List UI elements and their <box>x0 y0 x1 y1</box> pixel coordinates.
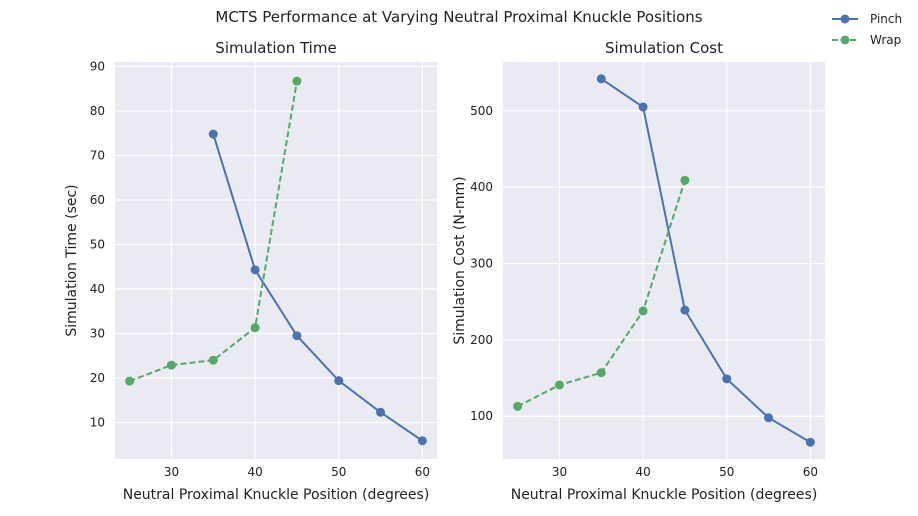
cost-subplot-title: Simulation Cost <box>605 39 723 57</box>
legend: Pinch Wrap <box>832 12 902 47</box>
cost-series-pinch-point <box>680 305 690 315</box>
time-y-tick-label: 40 <box>90 282 105 296</box>
cost-series-pinch-point <box>764 413 774 423</box>
time-x-tick-label: 30 <box>164 465 179 479</box>
cost-x-tick-label: 60 <box>803 465 818 479</box>
cost-series-pinch-point <box>596 74 606 84</box>
time-y-tick-label: 80 <box>90 104 105 118</box>
cost-series-pinch-point <box>805 437 815 447</box>
time-series-pinch-point <box>376 407 386 417</box>
cost-y-tick-label: 400 <box>470 180 493 194</box>
time-subplot: 30 40 50 60 10 20 30 40 50 60 70 80 90 Simulation Tim… <box>64 39 437 503</box>
legend-label-wrap: Wrap <box>870 33 901 47</box>
legend-label-pinch: Pinch <box>870 12 902 26</box>
time-y-tick-label: 50 <box>90 237 105 251</box>
cost-series-wrap-point <box>513 401 523 411</box>
cost-y-tick-label: 200 <box>470 333 493 347</box>
time-series-pinch-point <box>417 436 427 446</box>
cost-series-wrap-point <box>554 380 564 390</box>
time-y-tick-label: 70 <box>90 148 105 162</box>
cost-y-tick-label: 300 <box>470 257 493 271</box>
time-x-tick-label: 50 <box>331 465 346 479</box>
cost-series-wrap-point <box>638 306 648 316</box>
time-y-axis-label: Simulation Time (sec) <box>64 184 80 336</box>
time-y-tick-label: 60 <box>90 193 105 207</box>
time-series-wrap-point <box>166 360 176 370</box>
time-x-tick-label: 60 <box>415 465 430 479</box>
cost-y-tick-label: 100 <box>470 409 493 423</box>
time-series-pinch-line <box>212 133 423 442</box>
time-series-wrap-point <box>125 376 135 386</box>
cost-series-pinch-point <box>638 102 648 112</box>
time-y-tick-label: 90 <box>90 59 105 73</box>
cost-plot-area <box>503 62 825 459</box>
time-y-tick-label: 30 <box>90 326 105 340</box>
cost-x-axis-label: Neutral Proximal Knuckle Position (degre… <box>511 487 818 503</box>
time-series-pinch-point <box>292 331 302 341</box>
time-series-wrap-point <box>292 76 302 86</box>
time-series-wrap-point <box>208 355 218 365</box>
time-y-tick-label: 20 <box>90 371 105 385</box>
time-x-tick-label: 40 <box>247 465 262 479</box>
cost-series-pinch-point <box>722 374 732 384</box>
cost-x-tick-label: 40 <box>635 465 650 479</box>
time-subplot-title: Simulation Time <box>215 39 336 57</box>
time-plot-area <box>115 62 437 459</box>
cost-series-wrap-point <box>680 175 690 185</box>
time-series-wrap-point <box>250 323 260 333</box>
figure-title: MCTS Performance at Varying Neutral Prox… <box>215 8 702 26</box>
cost-x-tick-label: 50 <box>719 465 734 479</box>
cost-y-axis-label: Simulation Cost (N-mm) <box>452 176 468 344</box>
time-series-pinch-point <box>334 376 344 386</box>
legend-marker-pinch <box>840 14 850 24</box>
time-x-axis-label: Neutral Proximal Knuckle Position (degre… <box>123 487 430 503</box>
time-series-pinch-point <box>208 129 218 139</box>
time-y-tick-label: 10 <box>90 416 105 430</box>
cost-series-wrap-point <box>596 368 606 378</box>
cost-series-pinch-line <box>600 77 811 444</box>
legend-marker-wrap <box>840 35 850 45</box>
time-series-pinch-point <box>250 265 260 275</box>
cost-subplot: 30 40 50 60 100 200 300 400 500 Simulation Cost Ne… <box>452 39 825 503</box>
cost-x-tick-label: 30 <box>552 465 567 479</box>
cost-y-tick-label: 500 <box>470 104 493 118</box>
